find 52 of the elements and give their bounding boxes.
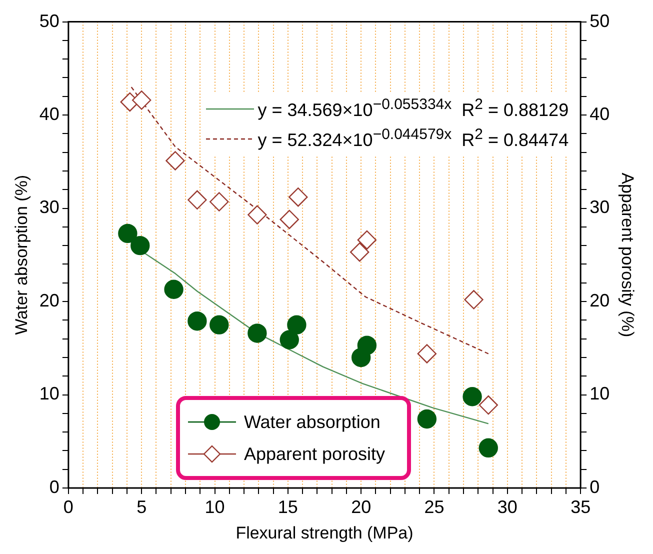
y-tick-label: 20 [39, 290, 60, 310]
y-tick-label: 40 [39, 104, 60, 124]
y2-tick-label: 0 [590, 476, 600, 497]
y2-tick-label: 30 [590, 197, 610, 218]
point [188, 312, 207, 331]
y-axis-title: Water absorption (%) [12, 174, 31, 335]
point [288, 187, 308, 207]
y-tick-label: 30 [39, 197, 60, 218]
x-tick-label: 5 [136, 496, 147, 517]
point [478, 395, 498, 415]
point [130, 236, 150, 256]
y2-tick-label: 40 [590, 104, 610, 124]
point [280, 330, 299, 350]
y2-tick-label: 10 [590, 384, 610, 404]
point [357, 336, 377, 355]
x-tick-label: 30 [497, 496, 518, 517]
point [210, 192, 229, 212]
point [357, 230, 377, 250]
point [248, 324, 267, 343]
point [118, 224, 138, 244]
legend-label: y = 34.569×10$^{−0.055334x}$ R$^{2}$ = 0.88129 [258, 96, 569, 122]
point [287, 315, 306, 334]
x-tick-label: 20 [351, 496, 372, 517]
point [478, 438, 498, 458]
point [464, 290, 484, 310]
x-tick-label: 10 [204, 496, 225, 517]
point [280, 210, 299, 230]
x-tick-label: 0 [63, 496, 74, 517]
y-tick-label: 50 [39, 10, 60, 31]
point [417, 344, 437, 364]
point [210, 315, 229, 334]
y2-axis-title: Apparent porosity (%) [618, 172, 638, 338]
point [462, 387, 482, 406]
legend-label: Apparent porosity [244, 444, 386, 464]
legend-label: y = 52.324×10$^{−0.044579x}$ R$^{2}$ = 0.84474 [258, 126, 569, 152]
point [166, 151, 185, 170]
x-axis-title: Flexural strength (MPa) [236, 523, 414, 542]
point [188, 190, 207, 210]
point [164, 280, 184, 299]
y-tick-label: 10 [39, 384, 60, 404]
point [417, 409, 437, 429]
point [132, 90, 152, 110]
x-tick-label: 15 [278, 496, 298, 517]
x-tick-label: 35 [570, 496, 591, 517]
point [350, 242, 370, 262]
line-series [130, 86, 489, 354]
y-tick-label: 0 [49, 476, 60, 497]
y2-tick-label: 20 [590, 290, 610, 310]
x-tick-label: 25 [424, 496, 444, 517]
y2-tick-label: 50 [590, 10, 610, 31]
point [248, 205, 267, 224]
legend-label: Water absorption [244, 412, 380, 432]
